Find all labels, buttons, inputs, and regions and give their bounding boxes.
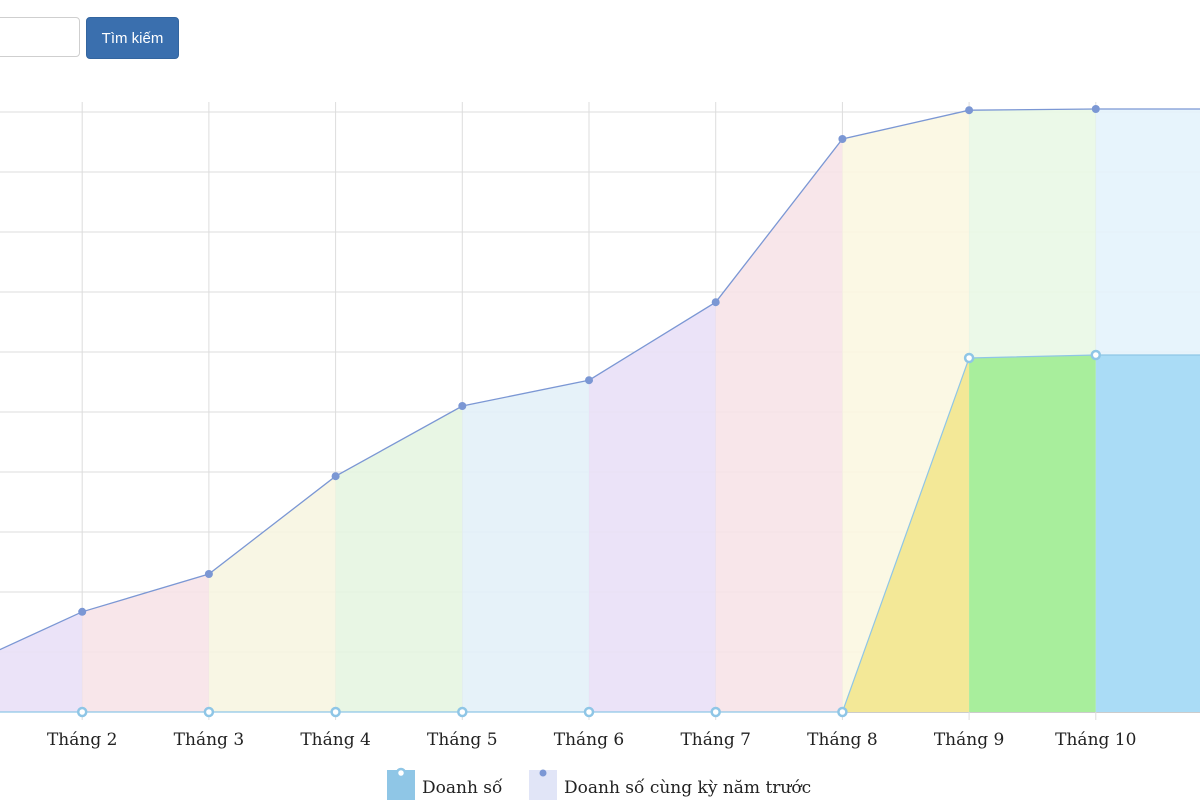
area-segment-sales [1095,355,1200,712]
search-button[interactable]: Tìm kiếm [86,17,179,59]
point-previous-year[interactable] [204,570,213,578]
legend-item-doanh-so[interactable]: Doanh số [387,767,503,800]
x-tick-label: Tháng 4 [300,730,370,750]
x-tick-label: Tháng 9 [934,730,1004,750]
area-segment-previous-year [462,380,589,712]
point-previous-year[interactable] [78,607,87,616]
point-previous-year[interactable] [965,106,974,115]
point-previous-year[interactable] [458,402,467,410]
x-tick-label: Tháng 3 [174,730,244,750]
x-tick-label: Tháng 8 [807,730,877,750]
x-tick-label: Tháng 2 [47,730,117,750]
x-axis-ticks: Tháng 2 Tháng 3 Tháng 4 Tháng 5 Tháng 6 Tháng… [47,730,1136,750]
legend-marker-doanh-so-cung-ky [539,769,547,777]
x-tick-label: Tháng 5 [427,730,497,750]
legend-marker-doanh-so [395,767,407,779]
point-sales[interactable] [76,706,88,718]
point-previous-year[interactable] [711,298,720,307]
point-previous-year[interactable] [838,135,847,143]
point-sales[interactable] [963,352,975,364]
area-segment-previous-year [208,476,336,712]
area-segment-previous-year [335,406,463,712]
search-input[interactable] [0,17,80,57]
x-tick-label: Tháng 10 [1055,730,1136,750]
point-sales[interactable] [457,706,468,718]
chart-markers [76,105,1102,718]
chart-legend: Doanh số Doanh số cùng kỳ năm trước [387,767,811,800]
x-tick-label: Tháng 6 [554,730,624,750]
point-sales[interactable] [1090,349,1102,361]
area-segment-previous-year [82,574,209,712]
point-sales[interactable] [710,706,721,718]
area-segment-sales [969,355,1096,712]
point-sales[interactable] [330,706,341,718]
point-previous-year[interactable] [585,376,593,385]
point-sales[interactable] [583,706,595,718]
legend-label-doanh-so: Doanh số [422,778,503,798]
legend-label-doanh-so-cung-ky: Doanh số cùng kỳ năm trước [564,778,811,798]
area-segment-previous-year [0,611,83,712]
chart-areas [0,109,1200,712]
x-tick-label: Tháng 7 [680,730,750,750]
area-segment-previous-year [715,139,843,712]
point-sales[interactable] [837,706,848,718]
point-sales[interactable] [203,706,215,718]
point-previous-year[interactable] [1091,105,1100,113]
legend-item-doanh-so-cung-ky[interactable]: Doanh số cùng kỳ năm trước [529,769,811,800]
point-previous-year[interactable] [331,472,340,481]
area-segment-previous-year [589,302,716,712]
